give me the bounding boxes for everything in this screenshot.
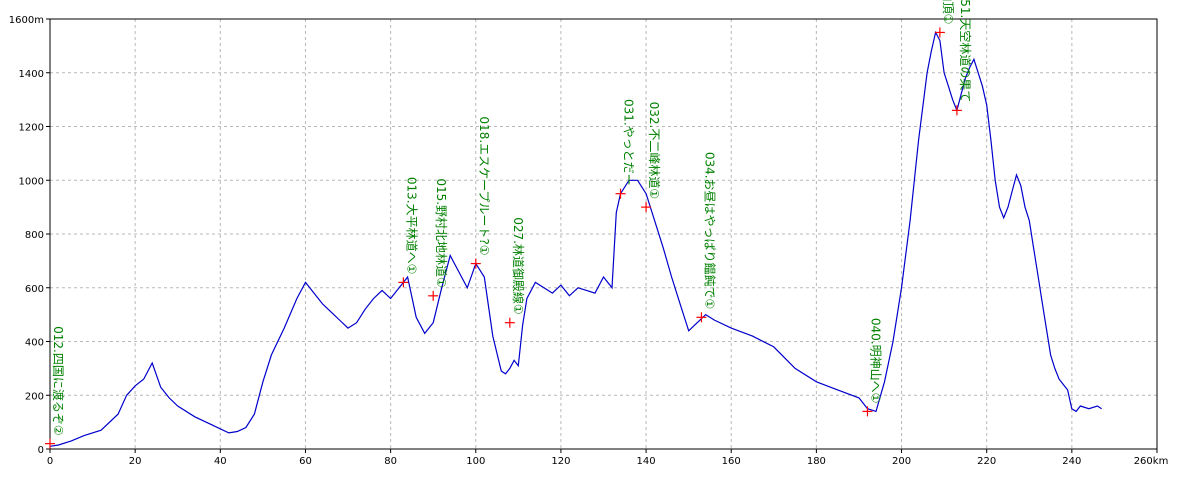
y-tick-label: 400 xyxy=(25,338,44,349)
waypoint-label: 027.林道御殿線① xyxy=(511,217,526,314)
waypoint-label: 013.大平林道へ① xyxy=(404,177,418,274)
x-tick-label: 180 xyxy=(807,456,826,467)
y-tick-label: 200 xyxy=(25,391,44,402)
waypoint: 013.大平林道へ① xyxy=(398,177,418,288)
waypoint: 031.やっとだー xyxy=(615,99,636,199)
waypoint: 012.四国に渡るぞ② xyxy=(45,326,66,449)
elevation-line xyxy=(49,30,1102,447)
x-tick-label: 100 xyxy=(466,456,485,467)
waypoint-label: 040.明神山へ① xyxy=(868,318,882,403)
x-axis-ticks: 0 20 40 60 80 100 120 140 160 180 200 220 240 260km xyxy=(47,449,1169,467)
y-tick-label: 1400 xyxy=(19,69,44,80)
x-tick-label: 60 xyxy=(299,456,312,467)
y-tick-label: 600 xyxy=(25,284,44,295)
waypoint-label: 034.お昼はやっぱり饂飩で① xyxy=(702,152,717,309)
waypoint-label: 015.野村北地林道① xyxy=(434,178,448,287)
x-tick-label: 140 xyxy=(637,456,656,467)
waypoint: 015.野村北地林道① xyxy=(428,178,448,301)
x-tick-label: 200 xyxy=(892,456,911,467)
y-tick-label: 1000 xyxy=(19,176,44,187)
y-tick-label: 800 xyxy=(25,230,44,241)
waypoint-label: 018.エスケープルート?① xyxy=(477,116,491,255)
grid-lines xyxy=(50,19,1157,449)
waypoint: 018.エスケープルート?① xyxy=(470,116,491,269)
waypoint: 032.不二峰林道① xyxy=(641,102,661,213)
x-tick-label: 240 xyxy=(1062,456,1081,467)
x-tick-label: 220 xyxy=(977,456,996,467)
waypoint: 034.お昼はやっぱり饂飩で① xyxy=(696,152,717,323)
x-tick-label: 260km xyxy=(1134,456,1169,467)
waypoint-label: 051.天空林道の果て xyxy=(958,0,972,102)
x-tick-label: 20 xyxy=(129,456,142,467)
waypoint: 027.林道御殿線① xyxy=(504,217,526,328)
x-tick-label: 120 xyxy=(551,456,570,467)
waypoint-label: 032.不二峰林道① xyxy=(647,102,661,199)
waypoint-label: 012.四国に渡るぞ② xyxy=(51,326,66,435)
y-tick-label: 0 xyxy=(38,445,44,456)
waypoint: 049.明神山の山頂① xyxy=(934,0,955,38)
y-axis-ticks: 0 200 400 600 800 1000 1200 1400 1600m xyxy=(9,15,50,456)
waypoint: 040.明神山へ① xyxy=(862,318,882,417)
x-tick-label: 40 xyxy=(214,456,227,467)
waypoint: 051.天空林道の果て xyxy=(951,0,972,116)
x-tick-label: 0 xyxy=(47,456,53,467)
waypoint-label: 049.明神山の山頂① xyxy=(941,0,955,24)
x-tick-label: 80 xyxy=(384,456,397,467)
waypoint-layer: 012.四国に渡るぞ② 013.大平林道へ① 015.野村北地林道① 018.エスケー… xyxy=(45,0,972,449)
x-tick-label: 160 xyxy=(722,456,741,467)
waypoint-label: 031.やっとだー xyxy=(622,99,636,186)
y-tick-label: 1200 xyxy=(19,123,44,134)
y-tick-label: 1600m xyxy=(9,15,44,26)
